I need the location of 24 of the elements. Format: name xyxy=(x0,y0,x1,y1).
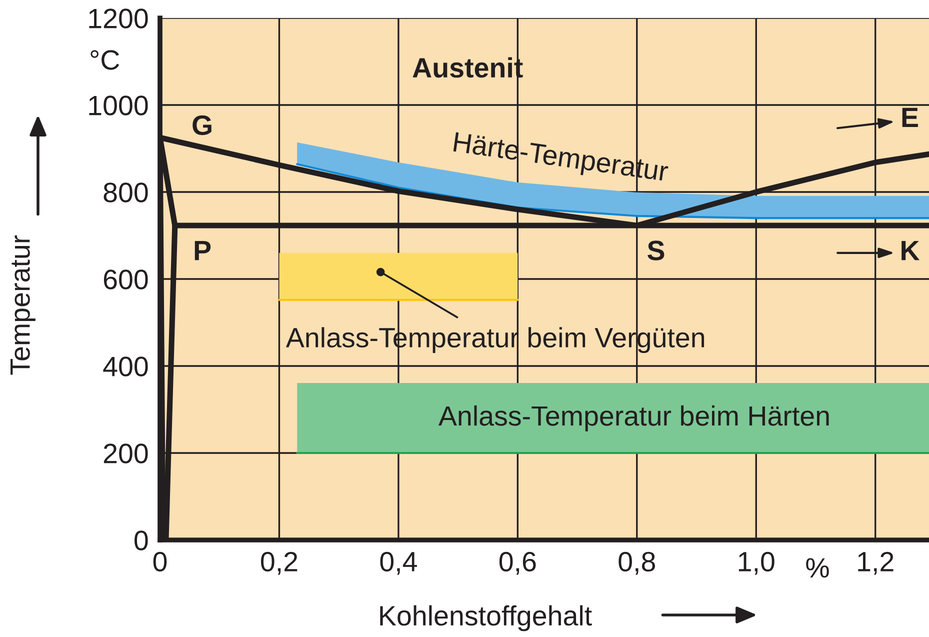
y-tick-label: 200 xyxy=(104,444,148,464)
text: % xyxy=(806,558,829,578)
x-tick-label: 1,2 xyxy=(858,552,894,575)
annotation: E xyxy=(902,108,918,127)
y-tick-label: 400 xyxy=(103,356,148,376)
x-axis-title: Kohlenstoffgehalt xyxy=(380,605,592,632)
x-tick-label: 0,6 xyxy=(499,552,536,575)
x-tick-label: 0 xyxy=(153,552,167,572)
x-tick-label: 0,4 xyxy=(380,552,417,575)
x-tick-label: 1,0 xyxy=(738,552,774,575)
text: °C xyxy=(90,50,120,70)
annotation: G xyxy=(192,115,212,136)
annotation: P xyxy=(194,240,211,260)
y-tick-label: 1200 xyxy=(89,8,148,28)
annotation: Anlass-Temperatur beim Härten xyxy=(438,405,829,432)
y-tick-label: 0 xyxy=(134,530,148,550)
x-tick-label: 0,2 xyxy=(261,552,298,575)
y-tick-label: 800 xyxy=(104,182,148,202)
y-tick-label: 1000 xyxy=(89,96,148,116)
y-tick-label: 600 xyxy=(104,270,148,290)
y-axis-title: Temperatur xyxy=(10,235,36,375)
annotation: S xyxy=(648,240,664,260)
annotation: K xyxy=(902,240,920,260)
x-tick-label: 0,8 xyxy=(618,552,655,575)
